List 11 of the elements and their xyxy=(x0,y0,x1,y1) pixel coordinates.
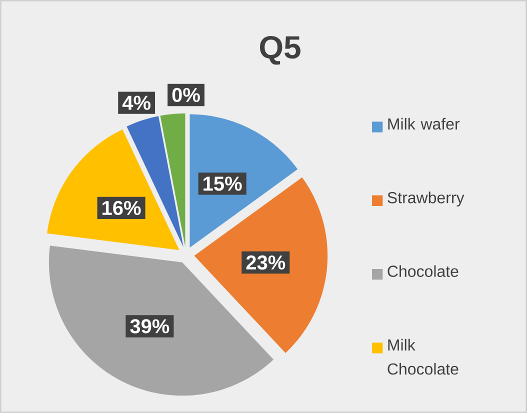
chart-title: Q5 xyxy=(260,36,300,65)
data-label: 15% xyxy=(204,176,242,191)
legend-label: Milk wafer xyxy=(388,118,460,130)
data-label: 39% xyxy=(130,319,170,334)
legend-label: Chocolate xyxy=(388,265,458,277)
data-label: 16% xyxy=(102,200,141,216)
legend-label: Milk Chocolate xyxy=(388,338,458,375)
data-label: 4% xyxy=(122,96,150,110)
data-label: 23% xyxy=(246,255,286,270)
text: 0% xyxy=(172,88,200,102)
legend-label: Strawberry xyxy=(388,192,464,207)
